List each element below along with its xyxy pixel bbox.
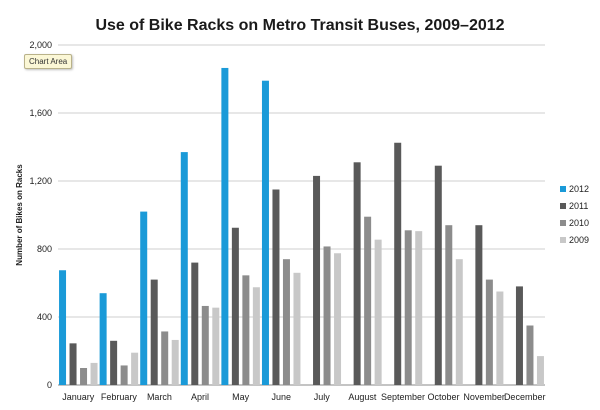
legend-swatch-2010 <box>560 220 566 226</box>
legend-label-2009: 2009 <box>569 235 589 245</box>
bar-2010-september[interactable] <box>404 230 412 385</box>
y-tick-label: 1,600 <box>29 108 52 118</box>
bar-2010-february[interactable] <box>120 365 128 385</box>
bar-2011-march[interactable] <box>150 279 158 385</box>
bar-2011-august[interactable] <box>353 162 361 385</box>
bar-2009-april[interactable] <box>212 307 220 385</box>
y-tick-label: 800 <box>37 244 52 254</box>
legend-swatch-2012 <box>560 186 566 192</box>
bar-2011-february[interactable] <box>110 340 118 385</box>
bar-2010-may[interactable] <box>242 275 250 385</box>
bar-2011-may[interactable] <box>231 227 239 385</box>
x-tick-label: March <box>147 392 172 402</box>
x-tick-label: September <box>381 392 425 402</box>
x-tick-label: December <box>504 392 546 402</box>
x-tick-label: May <box>232 392 250 402</box>
bar-2012-january[interactable] <box>59 270 67 385</box>
bar-2011-april[interactable] <box>191 262 199 385</box>
bars <box>59 67 544 386</box>
bar-2009-march[interactable] <box>171 339 179 385</box>
bar-2012-march[interactable] <box>140 211 148 385</box>
bar-2011-january[interactable] <box>69 343 77 385</box>
bar-2011-september[interactable] <box>394 142 402 385</box>
bar-2011-december[interactable] <box>515 286 523 385</box>
bar-2009-september[interactable] <box>415 231 423 385</box>
bar-2012-may[interactable] <box>221 67 229 385</box>
y-tick-label: 400 <box>37 312 52 322</box>
bar-2010-july[interactable] <box>323 246 331 385</box>
bar-2009-february[interactable] <box>131 352 139 385</box>
bar-2011-july[interactable] <box>313 175 321 385</box>
x-tick-label: February <box>101 392 138 402</box>
chart-area-tooltip: Chart Area <box>24 54 73 69</box>
x-tick-label: January <box>62 392 95 402</box>
x-tick-label: November <box>463 392 505 402</box>
x-tick-label: June <box>271 392 291 402</box>
bar-2010-october[interactable] <box>445 225 453 385</box>
gridlines <box>58 44 545 386</box>
legend-swatch-2009 <box>560 237 566 243</box>
bar-2010-june[interactable] <box>282 259 290 385</box>
bar-2009-january[interactable] <box>90 362 98 385</box>
bar-2009-july[interactable] <box>334 253 342 385</box>
chart-title: Use of Bike Racks on Metro Transit Buses… <box>95 17 504 34</box>
bar-2009-august[interactable] <box>374 239 382 385</box>
bar-2012-february[interactable] <box>99 293 107 385</box>
y-axis-label: Number of Bikes on Racks <box>15 164 24 266</box>
x-tick-label: August <box>348 392 377 402</box>
bar-2009-december[interactable] <box>536 356 544 385</box>
bar-2012-june[interactable] <box>261 80 269 385</box>
legend-label-2010: 2010 <box>569 218 589 228</box>
legend-label-2012: 2012 <box>569 184 589 194</box>
bar-2009-november[interactable] <box>496 291 504 386</box>
bar-2009-june[interactable] <box>293 272 301 385</box>
bar-2010-november[interactable] <box>485 279 493 385</box>
x-tick-label: October <box>428 392 460 402</box>
bar-2011-october[interactable] <box>434 165 442 385</box>
bar-2011-november[interactable] <box>475 225 483 385</box>
axes: 0 400 800 1,200 1,600 2,000 January February Mar… <box>29 40 545 402</box>
bar-2010-january[interactable] <box>80 368 88 385</box>
bar-2010-april[interactable] <box>201 305 209 385</box>
legend-label-2011: 2011 <box>569 201 588 211</box>
y-tick-label: 2,000 <box>29 40 52 50</box>
x-tick-label: July <box>314 392 331 402</box>
y-tick-label: 1,200 <box>29 176 52 186</box>
x-tick-label: April <box>191 392 209 402</box>
bar-2011-june[interactable] <box>272 189 280 386</box>
bar-2010-december[interactable] <box>526 325 534 386</box>
bar-2010-august[interactable] <box>364 216 372 385</box>
y-tick-label: 0 <box>47 380 52 390</box>
bar-2012-april[interactable] <box>180 152 188 385</box>
bar-2009-may[interactable] <box>252 287 260 385</box>
bar-2009-october[interactable] <box>455 259 463 385</box>
bar-2010-march[interactable] <box>161 331 169 385</box>
legend: 2012 2011 2010 2009 <box>560 184 589 245</box>
legend-swatch-2011 <box>560 203 566 209</box>
